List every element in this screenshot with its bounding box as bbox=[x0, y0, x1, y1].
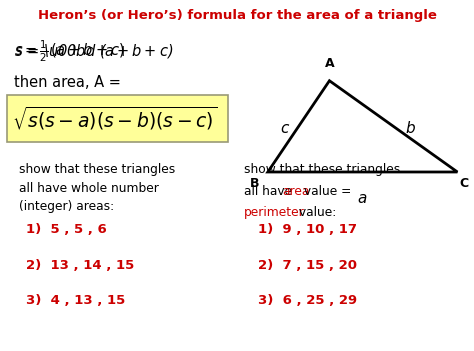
Text: C: C bbox=[460, 177, 469, 190]
Text: $s$ = \u00bd ($a + b + c$): $s$ = \u00bd ($a + b + c$) bbox=[14, 42, 173, 60]
Text: $c$: $c$ bbox=[281, 121, 291, 135]
Text: 2)  7 , 15 , 20: 2) 7 , 15 , 20 bbox=[258, 258, 357, 272]
Text: $\sqrt{s(s-a)(s-b)(s-c)}$: $\sqrt{s(s-a)(s-b)(s-c)}$ bbox=[12, 105, 218, 132]
Text: B: B bbox=[250, 177, 260, 190]
Text: show that these triangles
all have whole number
(integer) areas:: show that these triangles all have whole… bbox=[19, 163, 175, 213]
Text: show that these triangles: show that these triangles bbox=[244, 163, 401, 176]
Text: A: A bbox=[325, 57, 334, 70]
Text: 3)  6 , 25 , 29: 3) 6 , 25 , 29 bbox=[258, 293, 357, 307]
Text: value =: value = bbox=[300, 185, 351, 198]
Text: perimeter: perimeter bbox=[244, 206, 305, 219]
Text: Heron’s (or Hero’s) formula for the area of a triangle: Heron’s (or Hero’s) formula for the area… bbox=[37, 9, 437, 22]
Text: then area, A =: then area, A = bbox=[14, 75, 121, 90]
Text: 2)  13 , 14 , 15: 2) 13 , 14 , 15 bbox=[26, 258, 134, 272]
Text: 1)  5 , 5 , 6: 1) 5 , 5 , 6 bbox=[26, 223, 107, 237]
Text: value:: value: bbox=[295, 206, 336, 219]
FancyBboxPatch shape bbox=[7, 95, 228, 142]
Text: 3)  4 , 13 , 15: 3) 4 , 13 , 15 bbox=[26, 293, 125, 307]
Text: $b$: $b$ bbox=[405, 120, 416, 136]
Text: $a$: $a$ bbox=[357, 191, 368, 206]
Text: area: area bbox=[282, 185, 310, 198]
Text: 1)  9 , 10 , 17: 1) 9 , 10 , 17 bbox=[258, 223, 357, 237]
Text: all have: all have bbox=[244, 185, 296, 198]
Text: $s = \mathit{\frac{1}{2}}\,(a + b + c)$: $s = \mathit{\frac{1}{2}}\,(a + b + c)$ bbox=[14, 38, 125, 64]
